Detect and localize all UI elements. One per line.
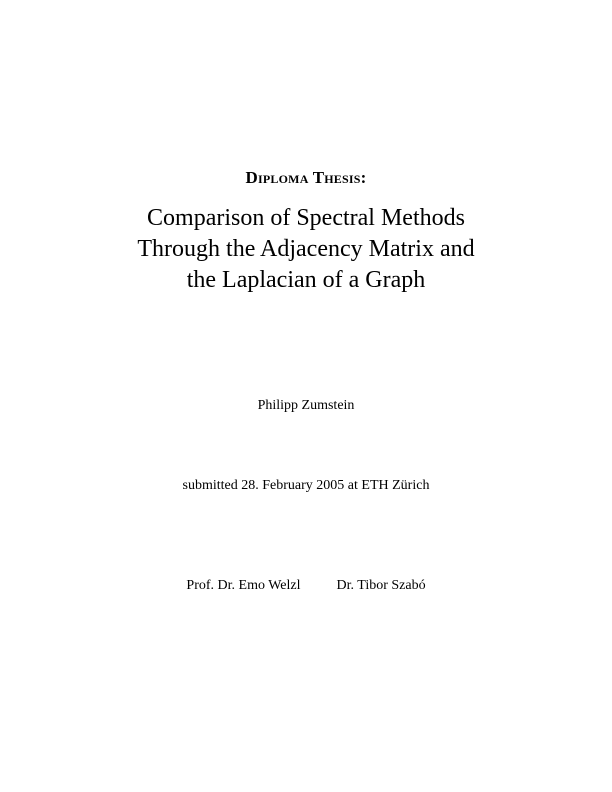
advisors-line: Prof. Dr. Emo Welzl Dr. Tibor Szabó [0,578,612,594]
title-page: Diploma Thesis: Comparison of Spectral M… [0,0,612,792]
title-line-1: Comparison of Spectral Methods [147,205,465,231]
advisor-right: Dr. Tibor Szabó [337,578,426,593]
title-line-3: the Laplacian of a Graph [187,267,426,293]
advisor-left: Prof. Dr. Emo Welzl [186,578,300,593]
thesis-title: Comparison of Spectral Methods Through t… [0,203,612,297]
submission-line: submitted 28. February 2005 at ETH Züric… [0,478,612,494]
document-type-label: Diploma Thesis: [0,168,612,188]
author-name: Philipp Zumstein [0,398,612,414]
title-line-2: Through the Adjacency Matrix and [137,236,474,262]
